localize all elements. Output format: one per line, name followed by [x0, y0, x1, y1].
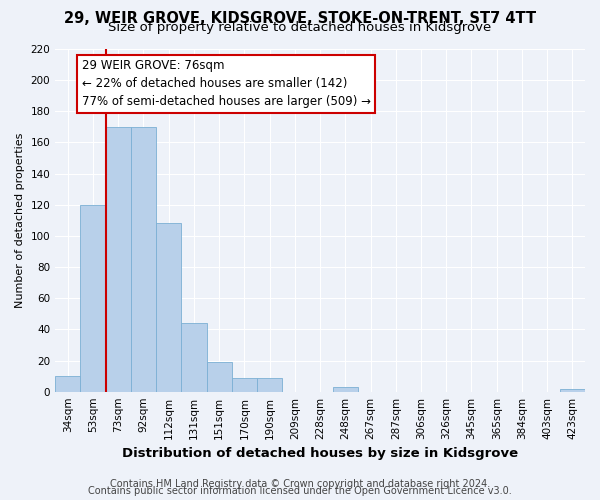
Text: 29, WEIR GROVE, KIDSGROVE, STOKE-ON-TRENT, ST7 4TT: 29, WEIR GROVE, KIDSGROVE, STOKE-ON-TREN… [64, 11, 536, 26]
Y-axis label: Number of detached properties: Number of detached properties [15, 132, 25, 308]
Bar [131, 127, 156, 392]
Bar [80, 205, 106, 392]
Text: 29 WEIR GROVE: 76sqm
← 22% of detached houses are smaller (142)
77% of semi-deta: 29 WEIR GROVE: 76sqm ← 22% of detached h… [82, 60, 371, 108]
Text: Contains HM Land Registry data © Crown copyright and database right 2024.: Contains HM Land Registry data © Crown c… [110, 479, 490, 489]
X-axis label: Distribution of detached houses by size in Kidsgrove: Distribution of detached houses by size … [122, 447, 518, 460]
Text: Contains public sector information licensed under the Open Government Licence v3: Contains public sector information licen… [88, 486, 512, 496]
Bar [257, 378, 282, 392]
Bar [181, 323, 206, 392]
Bar [206, 362, 232, 392]
Bar [332, 387, 358, 392]
Bar [560, 388, 585, 392]
Text: Size of property relative to detached houses in Kidsgrove: Size of property relative to detached ho… [109, 21, 491, 34]
Bar [156, 224, 181, 392]
Bar [232, 378, 257, 392]
Bar [55, 376, 80, 392]
Bar [106, 127, 131, 392]
